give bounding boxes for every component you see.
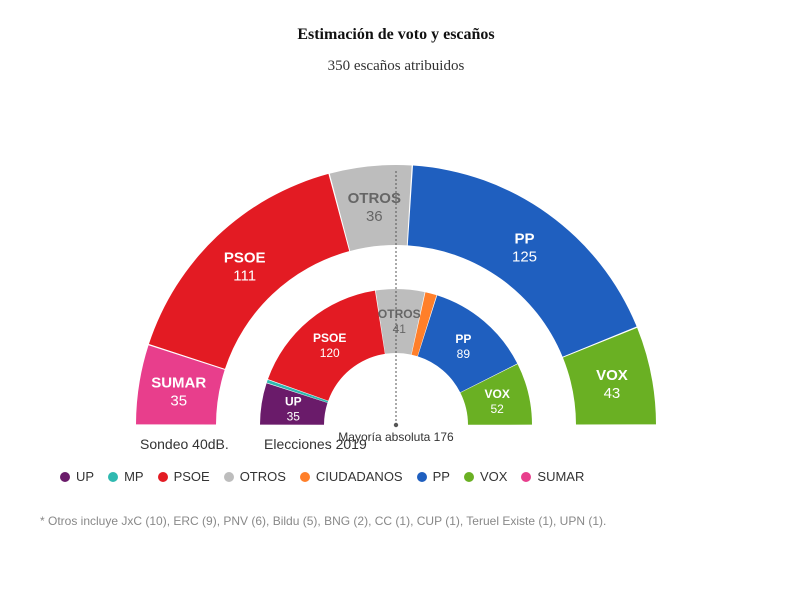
- legend-item-ciudadanos: CIUDADANOS: [300, 469, 403, 484]
- arc-label-otros: OTROS: [378, 307, 421, 321]
- legend-item-psoe: PSOE: [158, 469, 210, 484]
- arc-label-psoe: PSOE: [313, 331, 346, 345]
- footnote: * Otros incluye JxC (10), ERC (9), PNV (…: [0, 514, 792, 528]
- arc-label-vox: VOX: [596, 367, 628, 384]
- legend-swatch: [158, 472, 168, 482]
- chart-svg: SUMAR35PSOE111OTROS36PP125VOX43UP35PSOE1…: [0, 85, 792, 465]
- parliament-chart: SUMAR35PSOE111OTROS36PP125VOX43UP35PSOE1…: [0, 85, 792, 465]
- arc-value-pp: 89: [457, 347, 471, 361]
- arc-value-psoe: 111: [233, 267, 256, 284]
- arc-label-vox: VOX: [485, 387, 510, 401]
- arc-label-pp: PP: [455, 332, 471, 346]
- chart-title: Estimación de voto y escaños: [0, 0, 792, 44]
- arc-value-vox: 52: [491, 402, 505, 416]
- legend-label: PP: [433, 469, 450, 484]
- legend-swatch: [300, 472, 310, 482]
- legend-label: VOX: [480, 469, 507, 484]
- arc-label-up: UP: [285, 395, 302, 409]
- inner-ring-caption: Elecciones 2019: [264, 436, 367, 452]
- arc-label-sumar: SUMAR: [151, 375, 206, 392]
- legend-swatch: [417, 472, 427, 482]
- legend: UP MP PSOE OTROS CIUDADANOS PP VOX SUMAR: [0, 469, 792, 488]
- arc-value-pp: 125: [512, 248, 537, 265]
- majority-dot: [394, 423, 398, 427]
- legend-label: MP: [124, 469, 144, 484]
- arc-value-up: 35: [287, 410, 301, 424]
- legend-swatch: [464, 472, 474, 482]
- chart-subtitle: 350 escaños atribuidos: [0, 58, 792, 75]
- arc-label-otros: OTROS: [348, 190, 401, 207]
- legend-label: OTROS: [240, 469, 286, 484]
- legend-label: SUMAR: [537, 469, 584, 484]
- legend-label: UP: [76, 469, 94, 484]
- legend-item-vox: VOX: [464, 469, 507, 484]
- legend-label: PSOE: [174, 469, 210, 484]
- legend-swatch: [108, 472, 118, 482]
- arc-value-otros: 41: [393, 322, 407, 336]
- legend-label: CIUDADANOS: [316, 469, 403, 484]
- outer-ring-caption: Sondeo 40dB.: [140, 436, 229, 452]
- arc-label-psoe: PSOE: [224, 249, 266, 266]
- legend-swatch: [521, 472, 531, 482]
- arc-value-otros: 36: [366, 208, 383, 225]
- legend-item-mp: MP: [108, 469, 144, 484]
- arc-label-pp: PP: [515, 230, 535, 247]
- arc-value-psoe: 120: [320, 346, 340, 360]
- legend-item-otros: OTROS: [224, 469, 286, 484]
- legend-swatch: [224, 472, 234, 482]
- arc-value-sumar: 35: [170, 393, 187, 410]
- legend-item-up: UP: [60, 469, 94, 484]
- chart-container: Estimación de voto y escaños 350 escaños…: [0, 0, 792, 594]
- arc-value-vox: 43: [604, 385, 621, 402]
- legend-item-pp: PP: [417, 469, 450, 484]
- legend-swatch: [60, 472, 70, 482]
- legend-item-sumar: SUMAR: [521, 469, 584, 484]
